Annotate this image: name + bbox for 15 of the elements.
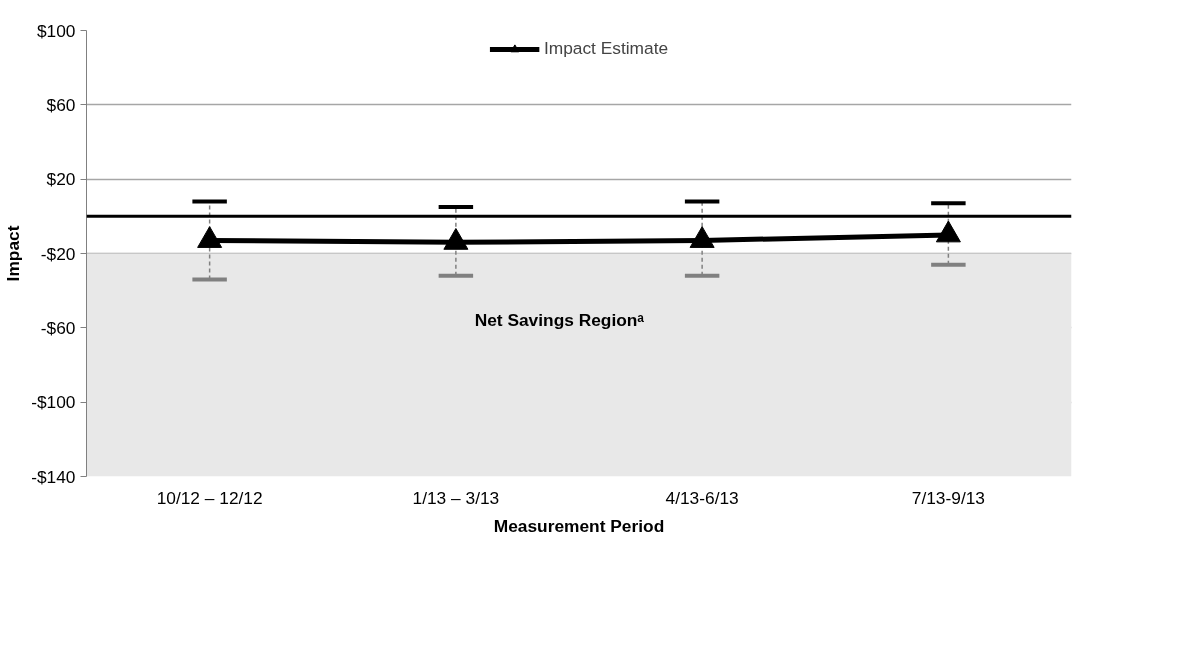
x-tick-label: 10/12 – 12/12 xyxy=(156,487,263,508)
y-tick-label: -$140 xyxy=(31,466,76,487)
y-axis-title: Impact xyxy=(3,225,24,282)
y-tick-label: -$20 xyxy=(40,243,76,264)
x-axis-title: Measurement Period xyxy=(493,515,665,536)
y-tick-label: $100 xyxy=(36,20,76,41)
band-label: Net Savings Regionᵃ xyxy=(474,310,645,331)
y-tick-label: $20 xyxy=(46,169,76,190)
y-tick-label: -$60 xyxy=(40,317,76,338)
y-tick-label: $60 xyxy=(46,94,76,115)
legend-label: Impact Estimate xyxy=(543,38,669,59)
x-tick-label: 1/13 – 3/13 xyxy=(412,487,500,508)
x-tick-label: 7/13-9/13 xyxy=(911,487,985,508)
x-tick-label: 4/13-6/13 xyxy=(665,487,739,508)
y-tick-label: -$100 xyxy=(31,392,76,413)
